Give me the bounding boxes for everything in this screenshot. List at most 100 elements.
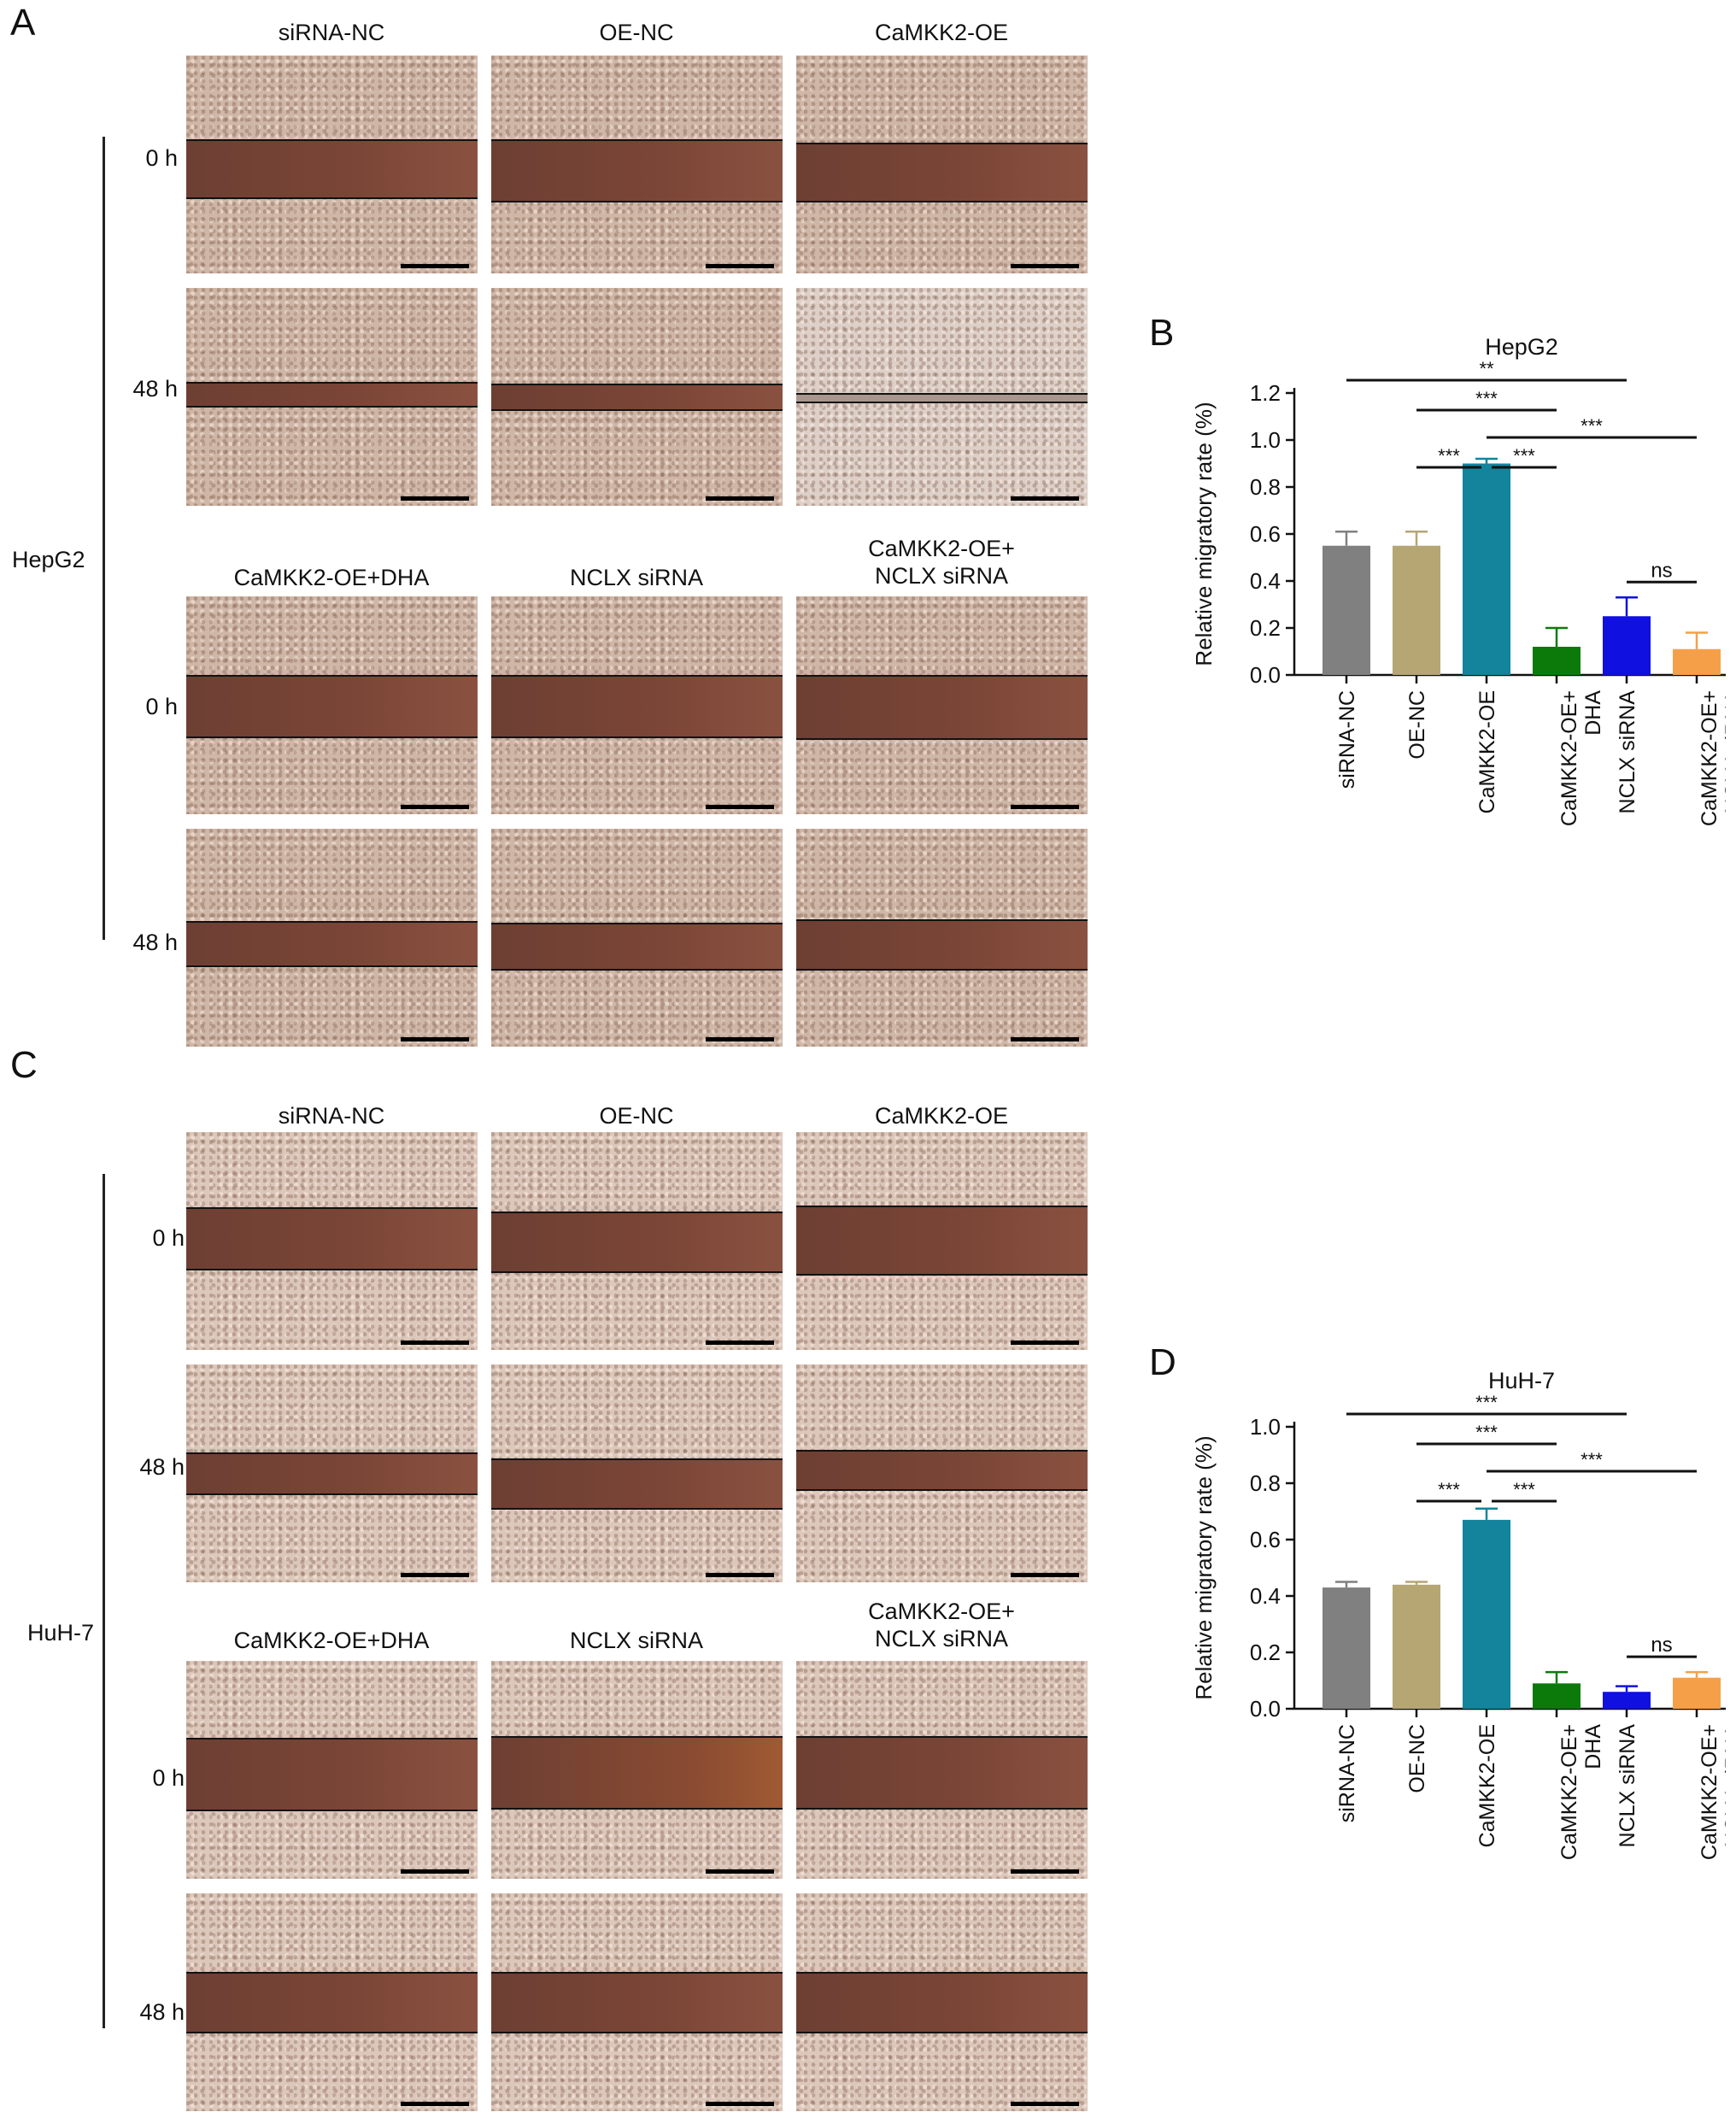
y-tick-label: 0.8 bbox=[1250, 1470, 1281, 1496]
bar bbox=[1463, 1519, 1510, 1709]
y-tick-label: 1.2 bbox=[1250, 380, 1281, 406]
time-label: 48 h bbox=[139, 1999, 185, 2025]
time-label: 0 h bbox=[145, 145, 178, 171]
micrograph bbox=[796, 829, 1088, 1047]
significance-label: *** bbox=[1513, 445, 1535, 466]
micrograph bbox=[186, 1132, 478, 1350]
column-label: NCLX siRNA bbox=[569, 1628, 704, 1653]
bar bbox=[1323, 1587, 1370, 1709]
column-label: NCLX siRNA bbox=[569, 565, 704, 590]
micrograph bbox=[796, 1132, 1088, 1350]
category-label: NCLX siRNA bbox=[1616, 1724, 1639, 1848]
micrograph bbox=[491, 1893, 783, 2111]
significance-label: *** bbox=[1581, 1449, 1603, 1470]
micrograph bbox=[186, 596, 478, 814]
micrograph bbox=[186, 288, 478, 506]
y-axis-label: Relative migratory rate (%) bbox=[1191, 402, 1217, 666]
y-tick-label: 1.0 bbox=[1250, 1414, 1281, 1440]
category-label: NCLX siRNA bbox=[1616, 690, 1639, 814]
significance-label: *** bbox=[1475, 1392, 1498, 1413]
y-tick-label: 0.4 bbox=[1250, 1583, 1281, 1609]
column-label: OE-NC bbox=[599, 20, 674, 45]
y-tick-label: 0.4 bbox=[1250, 568, 1281, 594]
significance-label: *** bbox=[1581, 415, 1603, 437]
micrograph bbox=[796, 56, 1088, 273]
significance-label: *** bbox=[1438, 1479, 1460, 1500]
category-label: CaMKK2-OE+NCLX siRNA bbox=[1698, 1724, 1726, 1860]
significance-label: *** bbox=[1475, 388, 1498, 409]
micrograph bbox=[186, 1661, 478, 1879]
panel-letter-c: C bbox=[10, 1044, 38, 1086]
bar bbox=[1393, 545, 1440, 675]
micrograph bbox=[491, 288, 783, 506]
significance-label: *** bbox=[1513, 1479, 1535, 1500]
bar-chart-huh7: HuH-7 Relative migratory rate (%) 0.0 0.2 0.… bbox=[1191, 1368, 1726, 1860]
time-label: 48 h bbox=[132, 930, 178, 955]
column-label: CaMKK2-OE+ NCLX siRNA bbox=[868, 536, 1015, 589]
group-bracket-a bbox=[103, 137, 105, 940]
time-label: 0 h bbox=[145, 694, 178, 719]
y-tick-label: 0.2 bbox=[1250, 1640, 1281, 1665]
significance-label: *** bbox=[1475, 1422, 1498, 1443]
micrograph bbox=[796, 596, 1088, 814]
micrograph bbox=[186, 829, 478, 1047]
bar bbox=[1603, 1692, 1651, 1709]
time-label: 0 h bbox=[152, 1225, 185, 1251]
micrograph bbox=[186, 56, 478, 273]
time-label: 48 h bbox=[139, 1454, 185, 1480]
bar bbox=[1323, 545, 1370, 675]
micrograph bbox=[186, 1893, 478, 2111]
y-tick-label: 0.0 bbox=[1250, 1696, 1281, 1722]
panel-letter-d: D bbox=[1149, 1341, 1176, 1383]
micrograph bbox=[491, 56, 783, 273]
y-tick-label: 0.2 bbox=[1250, 615, 1281, 641]
bar bbox=[1603, 616, 1651, 675]
bar bbox=[1673, 648, 1721, 675]
bar bbox=[1673, 1677, 1721, 1709]
category-label: siRNA-NC bbox=[1335, 690, 1359, 789]
micrograph bbox=[796, 1661, 1088, 1879]
micrograph bbox=[796, 1364, 1088, 1582]
category-label: OE-NC bbox=[1405, 1724, 1429, 1793]
column-label: siRNA-NC bbox=[278, 20, 385, 45]
bar bbox=[1533, 647, 1581, 675]
column-label: siRNA-NC bbox=[278, 1103, 385, 1129]
micrograph bbox=[491, 1364, 783, 1582]
micrograph bbox=[491, 596, 783, 814]
y-tick-label: 0.6 bbox=[1250, 1527, 1281, 1552]
y-tick-label: 0.6 bbox=[1250, 521, 1281, 547]
chart-title: HuH-7 bbox=[1488, 1368, 1555, 1393]
column-label: CaMKK2-OE+DHA bbox=[233, 1628, 430, 1653]
micrograph bbox=[796, 1893, 1088, 2111]
significance-label: ** bbox=[1479, 358, 1494, 379]
y-tick-label: 0.0 bbox=[1250, 662, 1281, 688]
group-bracket-c bbox=[103, 1174, 105, 2028]
cell-line-label-c: HuH-7 bbox=[27, 1620, 95, 1646]
category-label: siRNA-NC bbox=[1335, 1724, 1359, 1822]
bar bbox=[1533, 1683, 1581, 1709]
time-label: 48 h bbox=[132, 376, 178, 402]
column-label: CaMKK2-OE bbox=[874, 20, 1009, 45]
time-label: 0 h bbox=[152, 1765, 185, 1791]
column-label: CaMKK2-OE+ NCLX siRNA bbox=[868, 1599, 1015, 1652]
micrograph bbox=[491, 829, 783, 1047]
panel-letter-a: A bbox=[10, 2, 36, 44]
column-label: OE-NC bbox=[599, 1103, 674, 1129]
panel-letter-b: B bbox=[1149, 312, 1175, 354]
bar bbox=[1463, 463, 1510, 675]
category-label: CaMKK2-OE+DHA bbox=[1557, 690, 1605, 826]
category-label: CaMKK2-OE+DHA bbox=[1557, 1724, 1605, 1860]
category-label: CaMKK2-OE+NCLX siRNA bbox=[1698, 690, 1726, 826]
y-axis-label: Relative migratory rate (%) bbox=[1191, 1435, 1217, 1699]
significance-label: ns bbox=[1651, 1634, 1672, 1657]
micrograph bbox=[186, 1364, 478, 1582]
column-label: CaMKK2-OE bbox=[874, 1103, 1009, 1129]
bar-chart-hepg2: HepG2 Relative migratory rate (%) 0.0 0.2 0.… bbox=[1191, 334, 1726, 826]
category-label: OE-NC bbox=[1405, 690, 1429, 760]
y-tick-label: 0.8 bbox=[1250, 474, 1281, 500]
significance-label: ns bbox=[1651, 559, 1672, 582]
cell-line-label-a: HepG2 bbox=[12, 547, 85, 572]
category-label: CaMKK2-OE bbox=[1475, 1724, 1499, 1847]
y-tick-label: 1.0 bbox=[1250, 427, 1281, 453]
category-label: CaMKK2-OE bbox=[1475, 690, 1499, 813]
